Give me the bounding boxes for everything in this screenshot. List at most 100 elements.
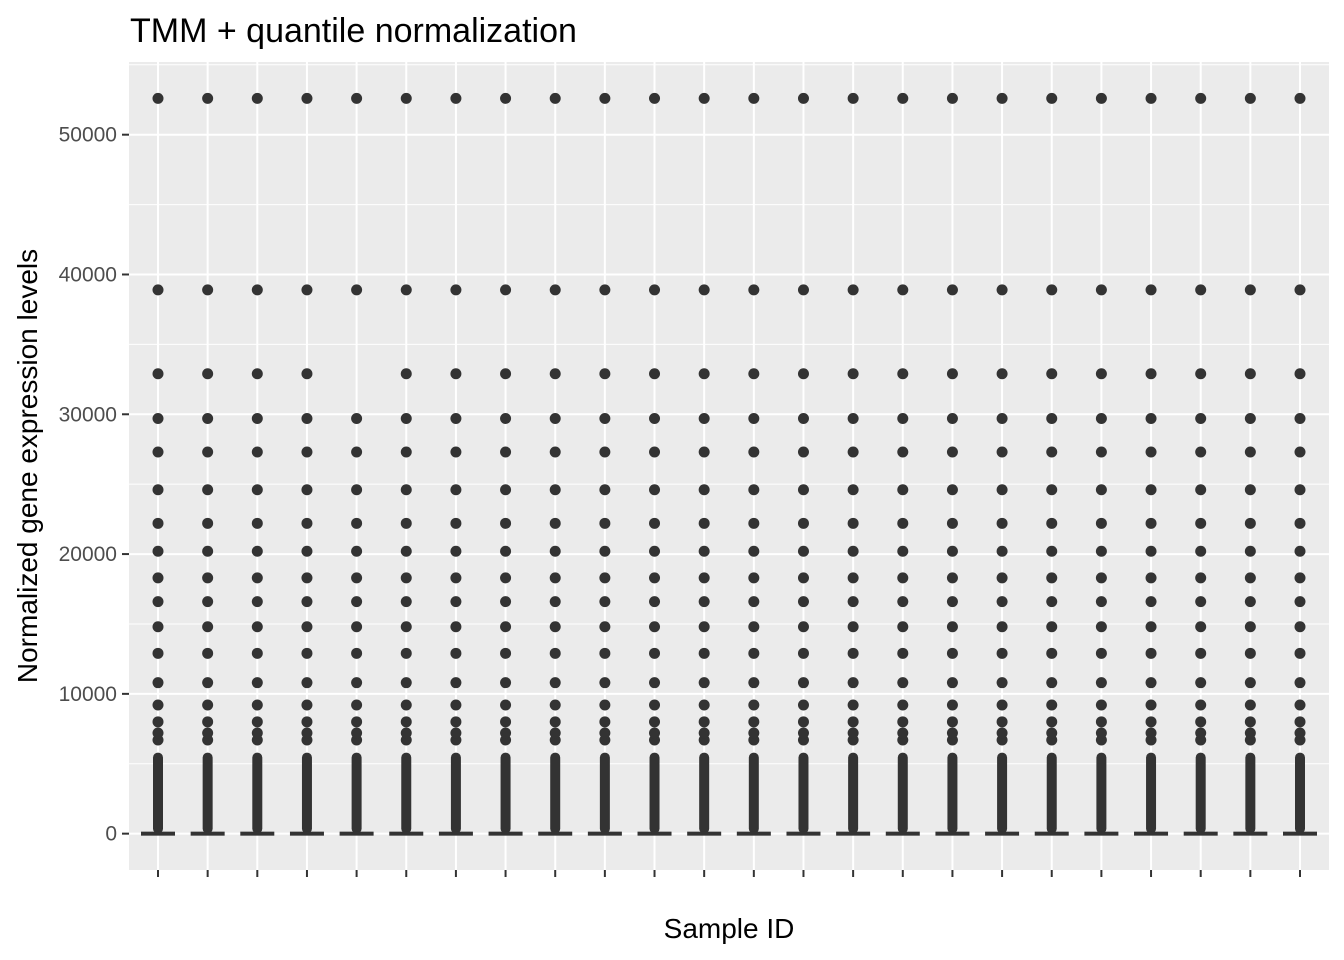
- outlier-point: [400, 284, 412, 296]
- outlier-point: [549, 699, 561, 711]
- outlier-point: [450, 677, 462, 689]
- outlier-point: [1244, 621, 1256, 633]
- outlier-band: [649, 752, 660, 834]
- outlier-point: [549, 596, 561, 608]
- outlier-point: [450, 596, 462, 608]
- outlier-point: [301, 368, 313, 380]
- outlier-point: [1244, 647, 1256, 659]
- outlier-point: [1195, 572, 1207, 584]
- outlier-band: [798, 752, 809, 834]
- outlier-point: [1244, 517, 1256, 529]
- outlier-point: [1046, 699, 1058, 711]
- outlier-point: [847, 484, 859, 496]
- outlier-point: [748, 572, 760, 584]
- outlier-point: [202, 92, 214, 104]
- outlier-band: [699, 752, 710, 834]
- outlier-point: [1195, 517, 1207, 529]
- outlier-point: [1294, 699, 1306, 711]
- x-axis: [157, 870, 1301, 877]
- outlier-point: [500, 412, 512, 424]
- outlier-point: [1046, 517, 1058, 529]
- outlier-point: [996, 699, 1008, 711]
- outlier-point: [649, 716, 661, 728]
- outlier-point: [251, 446, 263, 458]
- outlier-point: [698, 699, 710, 711]
- outlier-point: [748, 727, 760, 739]
- outlier-point: [1095, 596, 1107, 608]
- outlier-point: [1294, 545, 1306, 557]
- outlier-point: [400, 92, 412, 104]
- outlier-point: [1095, 412, 1107, 424]
- outlier-band: [748, 752, 759, 834]
- outlier-point: [251, 284, 263, 296]
- outlier-point: [152, 545, 164, 557]
- outlier-point: [599, 368, 611, 380]
- outlier-point: [450, 647, 462, 659]
- outlier-point: [400, 368, 412, 380]
- outlier-band: [500, 752, 511, 834]
- outlier-point: [649, 368, 661, 380]
- outlier-point: [847, 92, 859, 104]
- outlier-point: [301, 412, 313, 424]
- outlier-point: [351, 446, 363, 458]
- outlier-point: [400, 517, 412, 529]
- outlier-point: [1095, 647, 1107, 659]
- outlier-point: [946, 446, 958, 458]
- outlier-point: [698, 596, 710, 608]
- outlier-point: [301, 621, 313, 633]
- outlier-band: [1245, 752, 1256, 834]
- outlier-point: [996, 92, 1008, 104]
- outlier-point: [549, 484, 561, 496]
- outlier-point: [400, 596, 412, 608]
- outlier-point: [500, 284, 512, 296]
- outlier-point: [1294, 716, 1306, 728]
- outlier-point: [847, 572, 859, 584]
- outlier-point: [698, 727, 710, 739]
- outlier-point: [351, 677, 363, 689]
- outlier-point: [1195, 412, 1207, 424]
- outlier-point: [450, 484, 462, 496]
- outlier-point: [1095, 545, 1107, 557]
- outlier-point: [351, 647, 363, 659]
- chart-title: TMM + quantile normalization: [130, 12, 577, 50]
- outlier-point: [996, 596, 1008, 608]
- outlier-point: [1145, 621, 1157, 633]
- outlier-point: [996, 677, 1008, 689]
- outlier-point: [1046, 284, 1058, 296]
- outlier-point: [1244, 412, 1256, 424]
- outlier-point: [847, 596, 859, 608]
- box-median: [587, 831, 622, 836]
- outlier-point: [1145, 446, 1157, 458]
- outlier-point: [946, 596, 958, 608]
- outlier-point: [847, 368, 859, 380]
- y-tick-label: 0: [105, 823, 117, 846]
- outlier-point: [549, 545, 561, 557]
- outlier-point: [847, 699, 859, 711]
- outlier-point: [301, 517, 313, 529]
- outlier-point: [946, 677, 958, 689]
- y-axis: 0 10000 20000 30000 40000 50000: [59, 124, 129, 846]
- y-tick-label: 50000: [59, 124, 117, 147]
- outlier-point: [1195, 446, 1207, 458]
- outlier-point: [1195, 484, 1207, 496]
- outlier-point: [251, 727, 263, 739]
- box-median: [339, 831, 374, 836]
- outlier-point: [549, 716, 561, 728]
- outlier-point: [1145, 92, 1157, 104]
- outlier-point: [698, 517, 710, 529]
- outlier-point: [1195, 596, 1207, 608]
- outlier-point: [897, 545, 909, 557]
- outlier-point: [351, 92, 363, 104]
- box-median: [1233, 831, 1268, 836]
- outlier-point: [152, 412, 164, 424]
- outlier-point: [1294, 368, 1306, 380]
- outlier-point: [897, 572, 909, 584]
- outlier-point: [1095, 699, 1107, 711]
- outlier-point: [748, 484, 760, 496]
- outlier-point: [500, 446, 512, 458]
- outlier-point: [400, 545, 412, 557]
- outlier-point: [1095, 621, 1107, 633]
- outlier-point: [797, 517, 809, 529]
- box-median: [1183, 831, 1218, 836]
- outlier-point: [996, 621, 1008, 633]
